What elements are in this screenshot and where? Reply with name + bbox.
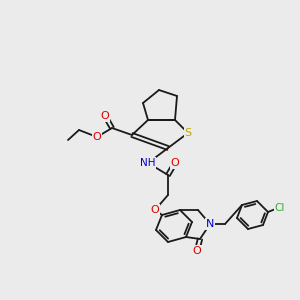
Text: O: O bbox=[100, 111, 109, 121]
Text: O: O bbox=[193, 246, 201, 256]
Text: O: O bbox=[93, 132, 101, 142]
Text: O: O bbox=[171, 158, 179, 168]
Text: O: O bbox=[151, 205, 159, 215]
Text: Cl: Cl bbox=[275, 203, 285, 213]
Text: N: N bbox=[206, 219, 214, 229]
Text: S: S bbox=[184, 128, 192, 138]
Text: NH: NH bbox=[140, 158, 156, 168]
